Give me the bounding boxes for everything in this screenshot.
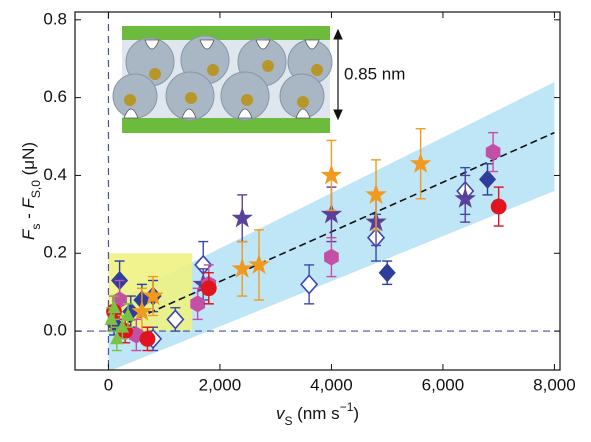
y-tick-label: 0.2: [43, 243, 67, 262]
marker: [409, 152, 432, 173]
plot-frame: [74, 11, 561, 371]
y-tick-label: 0.8: [43, 9, 67, 28]
marker: [365, 183, 387, 204]
marker: [115, 319, 130, 333]
marker: [231, 207, 253, 228]
marker: [478, 169, 497, 189]
y-axis-label-part: F: [19, 197, 38, 209]
marker: [231, 257, 253, 278]
marker: [378, 263, 396, 283]
y-axis-label-part: F: [19, 228, 38, 240]
marker: [107, 299, 121, 314]
marker: [320, 203, 343, 224]
marker: [485, 143, 501, 161]
inset-schematic: 0.85 nm: [112, 26, 405, 133]
marker: [490, 198, 507, 215]
marker: [190, 295, 205, 313]
x-tick-label: 4,000: [310, 375, 353, 394]
y-axis-label: Fs - FS,0 (μN): [19, 142, 43, 240]
marker: [166, 309, 185, 330]
y-tick-label: 0.0: [43, 321, 67, 340]
inset-top-plate: [122, 26, 330, 40]
marker: [142, 284, 164, 306]
x-tick-label: 6,000: [422, 375, 465, 394]
x-axis-label-part: S: [284, 414, 292, 428]
y-axis-label-part: -: [19, 209, 38, 224]
x-axis-label-part: v: [276, 404, 286, 423]
marker: [300, 274, 319, 295]
x-tick-label: 0: [104, 375, 113, 394]
marker: [200, 280, 217, 297]
marker: [454, 187, 476, 208]
x-tick-label: 8,000: [533, 375, 576, 394]
y-axis-label-part: (μN): [19, 142, 38, 180]
inset-bottom-plate: [122, 118, 330, 133]
inset-cores: [124, 60, 323, 108]
marker: [248, 253, 270, 275]
y-tick-label: 0.4: [43, 165, 67, 184]
marker: [320, 164, 343, 185]
x-tick-label: 2,000: [199, 375, 242, 394]
x-axis-label-part: −1: [340, 400, 354, 414]
inset-label: 0.85 nm: [344, 64, 405, 83]
x-axis-label: vS (nm s−1): [276, 400, 359, 428]
plot-data: [104, 128, 507, 352]
marker: [110, 330, 124, 345]
inset-particles: [112, 35, 333, 121]
inset-scale-arrow: [333, 28, 343, 121]
y-axis-label-part: s: [29, 224, 43, 230]
y-axis-label-part: S,0: [29, 180, 43, 198]
marker: [324, 248, 339, 266]
marker: [131, 300, 153, 321]
marker: [121, 307, 135, 321]
x-axis-label-part: (nm s: [292, 404, 339, 423]
axes: 0 2,000 4,000 6,000 8,000 0.0 0.2 0.4 0.6 0.8 vS (…: [19, 9, 575, 428]
inset-electrodes: [123, 39, 320, 119]
marker: [139, 330, 156, 347]
y-tick-label: 0.6: [43, 87, 67, 106]
x-axis-label-part: ): [353, 404, 359, 423]
